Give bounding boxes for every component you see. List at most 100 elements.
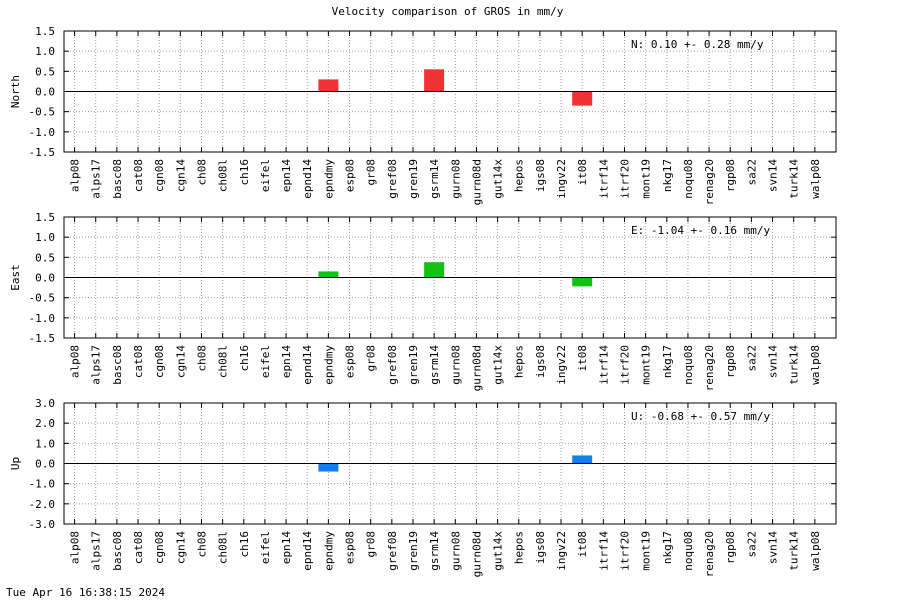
x-tick-label: nkg17: [661, 345, 674, 378]
bar-epndmy: [318, 463, 339, 472]
x-tick-label: gref08: [386, 531, 399, 571]
x-tick-label: ingv22: [555, 531, 568, 571]
x-tick-label: epndmy: [322, 159, 335, 199]
x-tick-label: gsrm14: [428, 531, 441, 571]
x-tick-label: alp08: [69, 531, 82, 564]
x-tick-label: renag20: [703, 159, 716, 205]
x-tick-label: ch08l: [217, 159, 230, 192]
x-tick-label: gsrm14: [428, 159, 441, 199]
x-tick-label: epndmy: [322, 345, 335, 385]
x-tick-label: alps17: [90, 531, 103, 571]
x-tick-label: ch16: [238, 159, 251, 186]
x-tick-label: basc08: [111, 345, 124, 385]
bar-gsrm14: [424, 262, 445, 278]
x-tick-label: epn14: [280, 531, 293, 564]
x-tick-label: gren19: [407, 345, 420, 385]
x-tick-label: noqu08: [682, 531, 695, 571]
x-tick-label: cat08: [132, 531, 145, 564]
x-tick-label: itrf20: [618, 159, 631, 199]
x-tick-label: gren19: [407, 531, 420, 571]
y-tick-label: 1.5: [35, 211, 55, 224]
stats-annotation: N: 0.10 +- 0.28 mm/y: [631, 38, 764, 51]
x-tick-label: cgn08: [153, 531, 166, 564]
y-tick-label: 0.0: [35, 272, 55, 285]
x-tick-label: gr08: [365, 345, 378, 372]
x-tick-label: epndmy: [322, 531, 335, 571]
y-axis-label: North: [9, 75, 22, 108]
y-tick-label: -0.5: [29, 106, 56, 119]
x-tick-label: ch08l: [217, 531, 230, 564]
bar-epndmy: [318, 79, 339, 92]
x-tick-label: gref08: [386, 159, 399, 199]
x-tick-label: turk14: [788, 531, 801, 571]
x-tick-label: itrf14: [597, 345, 610, 385]
x-tick-label: cgn14: [174, 345, 187, 378]
x-tick-label: svn14: [767, 345, 780, 378]
x-tick-label: walp08: [809, 159, 822, 199]
x-tick-label: ch16: [238, 345, 251, 372]
x-tick-label: rgp08: [724, 531, 737, 564]
x-tick-label: noqu08: [682, 345, 695, 385]
x-tick-label: esp08: [344, 159, 357, 192]
x-tick-label: ingv22: [555, 159, 568, 199]
x-tick-label: walp08: [809, 531, 822, 571]
plot-frame: [63, 30, 837, 153]
y-tick-label: 2.0: [35, 417, 55, 430]
y-tick-label: 1.0: [35, 437, 55, 450]
x-tick-label: alp08: [69, 159, 82, 192]
x-tick-label: ingv22: [555, 345, 568, 385]
x-tick-label: ch08: [195, 531, 208, 558]
x-tick-label: alps17: [90, 345, 103, 385]
x-tick-label: hepos: [513, 531, 526, 564]
x-tick-label: gurn08: [449, 531, 462, 571]
x-tick-label: gr08: [365, 531, 378, 558]
bar-it08: [572, 91, 593, 106]
y-tick-label: -3.0: [29, 518, 56, 531]
x-tick-label: igs08: [534, 345, 547, 378]
y-tick-label: 0.0: [35, 458, 55, 471]
plot-frame: [63, 216, 837, 339]
x-tick-label: renag20: [703, 531, 716, 577]
x-tick-label: itrf14: [597, 531, 610, 571]
x-tick-label: gurn08d: [470, 531, 483, 577]
x-tick-label: igs08: [534, 159, 547, 192]
x-tick-label: gren19: [407, 159, 420, 199]
bar-gsrm14: [424, 69, 445, 92]
x-tick-label: walp08: [809, 345, 822, 385]
y-tick-label: -1.0: [29, 478, 56, 491]
y-tick-label: -0.5: [29, 292, 56, 305]
bar-it08: [572, 277, 593, 287]
x-tick-label: ch08: [195, 345, 208, 372]
x-tick-label: hepos: [513, 159, 526, 192]
x-tick-label: rgp08: [724, 345, 737, 378]
y-tick-label: 0.5: [35, 65, 55, 78]
x-tick-label: basc08: [111, 531, 124, 571]
y-tick-label: -1.0: [29, 312, 56, 325]
y-tick-label: 1.0: [35, 231, 55, 244]
x-tick-label: sa22: [745, 531, 758, 558]
y-tick-label: 0.0: [35, 86, 55, 99]
x-tick-label: it08: [576, 159, 589, 186]
x-tick-label: svn14: [767, 531, 780, 564]
x-tick-label: esp08: [344, 345, 357, 378]
x-tick-label: turk14: [788, 345, 801, 385]
x-tick-label: gurn08: [449, 345, 462, 385]
x-tick-label: cgn08: [153, 345, 166, 378]
x-tick-label: cgn08: [153, 159, 166, 192]
x-tick-label: hepos: [513, 345, 526, 378]
y-tick-label: -1.5: [29, 332, 56, 345]
x-tick-label: mont19: [640, 531, 653, 571]
x-tick-label: sa22: [745, 159, 758, 186]
x-tick-label: eifel: [259, 531, 272, 564]
x-tick-label: itrf20: [618, 531, 631, 571]
x-tick-label: epnd14: [301, 159, 314, 199]
panel-north: -1.5 -1.0 -0.5 0.0 0.5 1.0 1.5 alp08 alps17 basc0…: [9, 25, 837, 205]
x-tick-label: gurn08: [449, 159, 462, 199]
panel-up: -3.0 -2.0 -1.0 0.0 1.0 2.0 3.0 alp08 alps17 basc0…: [9, 397, 837, 577]
x-tick-label: basc08: [111, 159, 124, 199]
y-tick-label: -2.0: [29, 498, 56, 511]
x-tick-label: epn14: [280, 345, 293, 378]
plot-frame: [63, 402, 837, 525]
x-tick-label: ch08: [195, 159, 208, 186]
